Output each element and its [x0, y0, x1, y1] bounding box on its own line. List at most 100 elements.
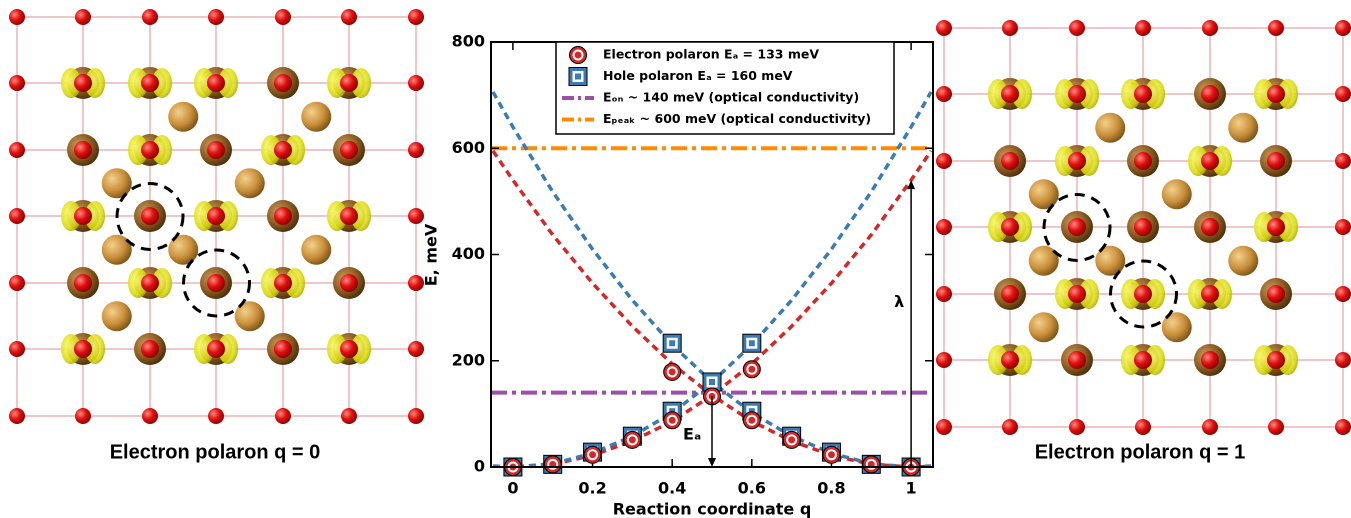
charge-density [261, 135, 281, 165]
metal-atom [1028, 312, 1059, 343]
charge-density [285, 135, 305, 165]
charge-density [1145, 279, 1165, 309]
marker-dot [628, 436, 636, 444]
charge-density [128, 135, 148, 165]
oxygen-atom [74, 141, 92, 159]
marker-dot [748, 408, 755, 415]
oxygen-atom [408, 142, 424, 158]
charge-density [1121, 345, 1141, 375]
metal-atom [1028, 245, 1059, 276]
oxygen-atom [208, 9, 224, 25]
oxygen-atom [9, 75, 25, 91]
charge-density [1055, 279, 1075, 309]
metal-atom [301, 234, 332, 265]
circle-marker [543, 455, 562, 474]
x-tick-label: 0 [507, 479, 518, 498]
legend-label: Electron polaron Eₐ = 133 meV [603, 47, 819, 62]
charge-density [218, 334, 238, 364]
oxygen-atom [207, 207, 225, 225]
oxygen-atom [1134, 218, 1152, 236]
metal-atom [101, 234, 132, 265]
charge-density [218, 201, 238, 231]
oxygen-atom [1001, 152, 1019, 170]
charge-density [1055, 146, 1075, 176]
charge-density [128, 268, 148, 298]
metal-atom [1095, 112, 1126, 143]
circle-marker [782, 430, 801, 449]
square-marker [742, 333, 762, 353]
oxygen-atom [341, 408, 357, 424]
oxygen-atom [1134, 85, 1152, 103]
oxygen-atom [207, 74, 225, 92]
annotation: Eₐ [683, 425, 701, 444]
metal-atom [101, 301, 132, 332]
oxygen-atom [936, 286, 952, 302]
polaron-site-marker [115, 182, 185, 251]
charge-density [327, 68, 347, 98]
oxygen-atom [1201, 285, 1219, 303]
oxygen-atom [9, 341, 25, 357]
oxygen-atom [1267, 85, 1285, 103]
oxygen-atom [1001, 85, 1019, 103]
oxygen-atom [936, 153, 952, 169]
oxygen-atom [74, 274, 92, 292]
oxygen-atom [1267, 218, 1285, 236]
oxygen-atom [1202, 20, 1218, 36]
marker-dot [668, 416, 676, 424]
metal-atom [168, 101, 199, 132]
oxygen-atom [936, 86, 952, 102]
y-tick-label: 800 [452, 32, 485, 51]
metal-atom [1228, 112, 1259, 143]
oxygen-atom [1134, 152, 1152, 170]
oxygen-atom [408, 275, 424, 291]
oxygen-atom [1335, 153, 1351, 169]
circle-marker [862, 455, 881, 474]
marker-dot [589, 451, 597, 459]
panel-caption: Electron polaron q = 0 [110, 441, 321, 463]
oxygen-atom [1068, 152, 1086, 170]
charge-density [1079, 279, 1099, 309]
oxygen-atom [274, 340, 292, 358]
polaron-site-marker [182, 248, 251, 318]
oxygen-atom [1267, 285, 1285, 303]
marker-dot [668, 368, 676, 376]
oxygen-atom [274, 141, 292, 159]
legend-label: Eₚₑₐₖ ~ 600 meV (optical conductivity) [603, 111, 871, 126]
oxygen-atom [936, 352, 952, 368]
marker-dot [669, 340, 676, 347]
charge-density [1079, 146, 1099, 176]
y-tick-label: 0 [474, 457, 485, 476]
charge-density [85, 68, 105, 98]
oxygen-atom [275, 9, 291, 25]
oxygen-atom [1135, 419, 1151, 435]
charge-density [128, 68, 148, 98]
arrow-head [708, 458, 716, 467]
oxygen-atom [1001, 351, 1019, 369]
circle-marker [663, 362, 682, 381]
y-axis-label: E, meV [422, 223, 441, 286]
charge-density [988, 79, 1008, 109]
oxygen-atom [74, 207, 92, 225]
oxygen-atom [1335, 20, 1351, 36]
charge-density [351, 334, 371, 364]
arrow-head [907, 180, 916, 190]
charge-density [1188, 146, 1208, 176]
plot-area: 0 200 400 600 800 0 0.2 0.4 0.6 0.8 1 Eₐ λ Electron p… [452, 32, 934, 498]
charge-density [61, 201, 81, 231]
charge-density [85, 334, 105, 364]
oxygen-atom [1002, 20, 1018, 36]
charge-density [1254, 79, 1274, 109]
charge-density [152, 68, 172, 98]
metal-atom [1228, 245, 1259, 276]
oxygen-atom [408, 9, 424, 25]
legend-label: Eₒₙ ~ 140 meV (optical conductivity) [603, 90, 859, 105]
oxygen-atom [1201, 85, 1219, 103]
charge-density [1278, 345, 1298, 375]
oxygen-atom [142, 408, 158, 424]
charge-density [1254, 345, 1274, 375]
oxygen-atom [408, 341, 424, 357]
charge-density [1055, 79, 1075, 109]
charge-density [261, 268, 281, 298]
x-axis-label: Reaction coordinate q [613, 500, 812, 518]
